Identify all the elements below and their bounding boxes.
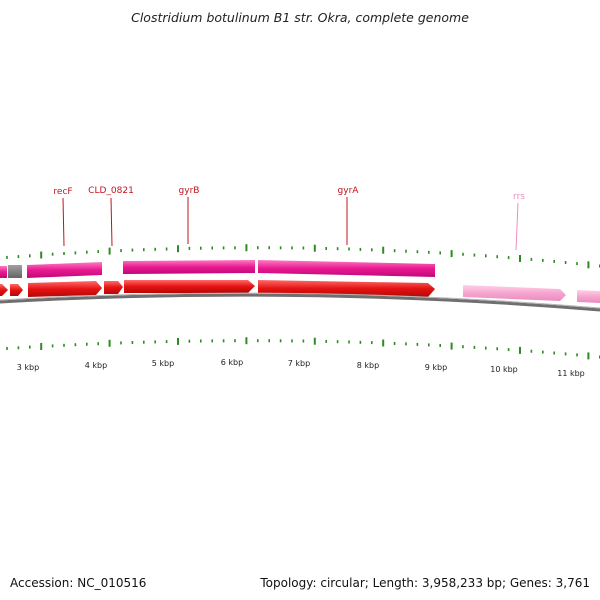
map-title: Clostridium botulinum B1 str. Okra, comp… [131, 10, 469, 25]
gene-labels: recF CLD_0821 gyrB gyrA rrs [53, 186, 525, 202]
cds-upper-recF[interactable] [27, 262, 102, 278]
gene-label-gyrB[interactable]: gyrB [179, 186, 200, 196]
scale-label: 3 kbp [17, 363, 39, 372]
accession-text: Accession: NC_010516 [10, 576, 147, 590]
leader-recF [62, 197, 65, 247]
cds-lower-4[interactable] [104, 281, 123, 294]
cds-lower-6[interactable] [258, 280, 435, 297]
rrna-right[interactable] [577, 290, 600, 303]
scale-labels: 3 kbp 4 kbp 5 kbp 6 kbp 7 kbp 8 kbp 9 kb… [17, 358, 585, 378]
scale-label: 5 kbp [152, 359, 174, 368]
scale-label: 6 kbp [221, 358, 243, 367]
lower-tick-row [6, 337, 600, 360]
genome-backbone [0, 293, 600, 312]
scale-label: 11 kbp [557, 369, 585, 378]
scale-label: 4 kbp [85, 361, 107, 370]
gene-label-recF[interactable]: recF [53, 187, 72, 197]
cds-lower-3[interactable] [28, 281, 102, 297]
scale-label: 7 kbp [288, 359, 310, 368]
cds-lower-1[interactable] [0, 284, 8, 296]
cds-upper-gyrB[interactable] [123, 260, 255, 274]
gene-label-gyrA[interactable]: gyrA [338, 186, 360, 196]
cds-upper-gyrA[interactable] [258, 260, 435, 277]
gene-label-rrs[interactable]: rrs [513, 192, 525, 202]
genome-summary-text: Topology: circular; Length: 3,958,233 bp… [260, 576, 590, 590]
scale-label: 10 kbp [490, 365, 518, 374]
leader-rrs [515, 202, 519, 251]
cds-upper-grey[interactable] [8, 265, 22, 278]
scale-label: 9 kbp [425, 363, 447, 372]
upper-tick-row [6, 244, 600, 269]
gene-label-cld0821[interactable]: CLD_0821 [88, 186, 134, 196]
cds-lower-2[interactable] [10, 284, 23, 296]
upper-strand-genes [0, 260, 435, 278]
gene-label-leaders [62, 197, 519, 251]
scale-label: 8 kbp [357, 361, 379, 370]
cds-lower-5[interactable] [124, 280, 255, 293]
lower-strand-genes [0, 280, 600, 303]
cds-upper-1[interactable] [0, 266, 7, 278]
rrna-rrs[interactable] [463, 285, 566, 301]
leader-cld0821 [110, 197, 113, 247]
